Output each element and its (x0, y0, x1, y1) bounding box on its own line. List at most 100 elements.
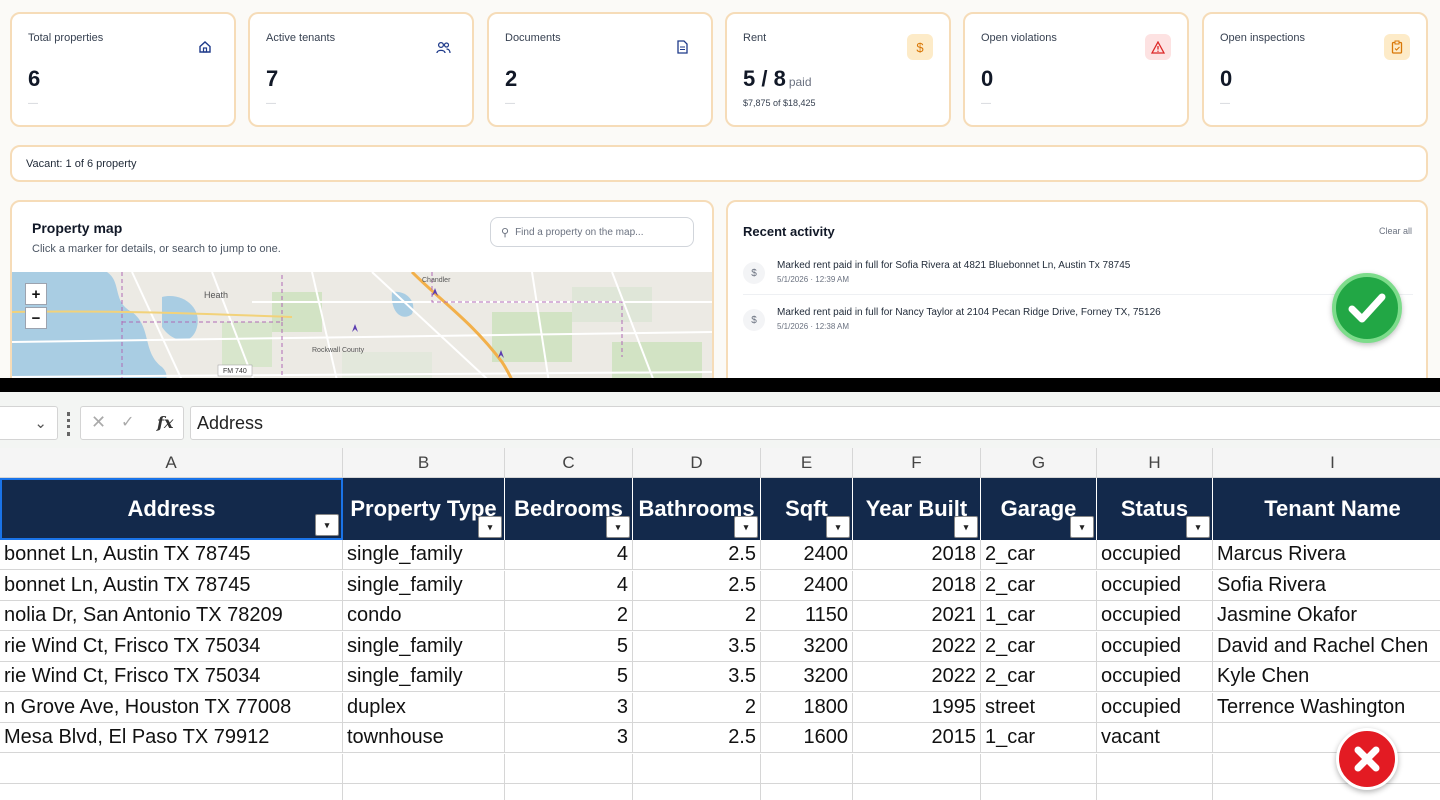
table-cell[interactable]: occupied (1097, 631, 1213, 662)
table-cell[interactable]: 3 (505, 723, 633, 753)
empty-cell[interactable] (1097, 784, 1213, 800)
column-header-i[interactable]: I (1213, 448, 1440, 478)
stat-card-documents[interactable]: Documents 2 — (487, 12, 713, 127)
table-cell[interactable]: Kyle Chen (1213, 662, 1440, 692)
empty-cell[interactable] (761, 784, 853, 800)
table-cell[interactable]: street (981, 692, 1097, 723)
table-cell[interactable]: 2015 (853, 723, 981, 753)
filter-dropdown-icon[interactable]: ▾ (954, 516, 978, 538)
header-cell[interactable]: Address ▾ (0, 478, 343, 540)
table-cell[interactable]: occupied (1097, 692, 1213, 723)
column-header-a[interactable]: A (0, 448, 343, 478)
table-cell[interactable]: 3200 (761, 662, 853, 692)
stat-card-open-inspections[interactable]: Open inspections 0 — (1202, 12, 1428, 127)
column-header-e[interactable]: E (761, 448, 853, 478)
filter-dropdown-icon[interactable]: ▾ (478, 516, 502, 538)
empty-cell[interactable] (343, 784, 505, 800)
table-cell[interactable]: 2_car (981, 570, 1097, 601)
empty-cell[interactable] (853, 753, 981, 784)
table-cell[interactable]: 1600 (761, 723, 853, 753)
empty-cell[interactable] (761, 753, 853, 784)
empty-cell[interactable] (1097, 753, 1213, 784)
table-cell[interactable]: occupied (1097, 570, 1213, 601)
table-cell[interactable]: David and Rachel Chen (1213, 632, 1440, 662)
table-cell[interactable]: 2400 (761, 540, 853, 570)
filter-dropdown-icon[interactable]: ▾ (826, 516, 850, 538)
table-cell[interactable]: single_family (343, 662, 505, 692)
empty-cell[interactable] (981, 753, 1097, 784)
column-header-b[interactable]: B (343, 448, 505, 478)
table-cell[interactable]: Jasmine Okafor (1213, 601, 1440, 631)
table-cell[interactable]: bonnet Ln, Austin TX 78745 (0, 570, 343, 601)
stat-card-open-violations[interactable]: Open violations 0 — (963, 12, 1189, 127)
table-cell[interactable]: 2018 (853, 570, 981, 601)
map-marker[interactable] (432, 288, 438, 296)
zoom-out-button[interactable]: − (25, 307, 47, 329)
header-cell[interactable]: Property Type ▾ (343, 478, 505, 540)
table-cell[interactable]: 1_car (981, 601, 1097, 631)
name-box-dropdown[interactable]: ⌄ (0, 406, 58, 440)
table-cell[interactable]: bonnet Ln, Austin TX 78745 (0, 540, 343, 570)
table-cell[interactable]: Marcus Rivera (1213, 540, 1440, 570)
table-cell[interactable]: 5 (505, 631, 633, 662)
resize-grip[interactable] (67, 412, 71, 436)
table-cell[interactable]: duplex (343, 692, 505, 723)
table-cell[interactable]: 3.5 (633, 662, 761, 692)
table-cell[interactable]: 4 (505, 540, 633, 570)
stat-card-rent[interactable]: Rent $ 5 / 8 paid $7,875 of $18,425 (725, 12, 951, 127)
map-marker[interactable] (498, 350, 504, 358)
function-icon[interactable]: fx (157, 413, 174, 432)
empty-cell[interactable] (1213, 784, 1440, 800)
column-header-g[interactable]: G (981, 448, 1097, 478)
table-cell[interactable]: rie Wind Ct, Frisco TX 75034 (0, 662, 343, 692)
table-cell[interactable]: 5 (505, 662, 633, 692)
table-cell[interactable]: 2 (633, 601, 761, 631)
header-cell[interactable]: Bedrooms ▾ (505, 478, 633, 540)
header-cell[interactable]: Status ▾ (1097, 478, 1213, 540)
header-cell[interactable]: Sqft ▾ (761, 478, 853, 540)
filter-dropdown-icon[interactable]: ▾ (734, 516, 758, 538)
table-cell[interactable]: 2_car (981, 540, 1097, 570)
table-cell[interactable]: 2018 (853, 540, 981, 570)
column-header-c[interactable]: C (505, 448, 633, 478)
table-cell[interactable]: 3200 (761, 631, 853, 662)
empty-cell[interactable] (633, 753, 761, 784)
column-header-h[interactable]: H (1097, 448, 1213, 478)
filter-dropdown-icon[interactable]: ▾ (315, 514, 339, 536)
table-cell[interactable]: 3.5 (633, 631, 761, 662)
table-cell[interactable]: single_family (343, 570, 505, 601)
table-cell[interactable]: 1150 (761, 601, 853, 631)
table-cell[interactable]: 2 (633, 692, 761, 723)
map-search-input[interactable]: ⚲ Find a property on the map... (490, 217, 694, 247)
table-cell[interactable]: rie Wind Ct, Frisco TX 75034 (0, 631, 343, 662)
column-header-d[interactable]: D (633, 448, 761, 478)
empty-cell[interactable] (0, 784, 343, 800)
table-cell[interactable]: 2.5 (633, 570, 761, 601)
table-cell[interactable]: 2 (505, 601, 633, 631)
clear-all-button[interactable]: Clear all (1378, 226, 1412, 236)
empty-cell[interactable] (633, 784, 761, 800)
formula-input[interactable]: Address (190, 406, 1440, 440)
empty-cell[interactable] (505, 784, 633, 800)
table-cell[interactable]: 2.5 (633, 540, 761, 570)
table-cell[interactable]: 1800 (761, 692, 853, 723)
table-cell[interactable]: 2_car (981, 662, 1097, 692)
table-cell[interactable]: 1995 (853, 692, 981, 723)
table-cell[interactable]: nolia Dr, San Antonio TX 78209 (0, 601, 343, 631)
table-cell[interactable]: single_family (343, 631, 505, 662)
table-cell[interactable]: Sofia Rivera (1213, 571, 1440, 601)
empty-cell[interactable] (853, 784, 981, 800)
empty-cell[interactable] (0, 753, 343, 784)
empty-cell[interactable] (343, 753, 505, 784)
table-cell[interactable]: 3 (505, 692, 633, 723)
activity-item[interactable]: $ Marked rent paid in full for Nancy Tay… (743, 301, 1413, 345)
table-cell[interactable]: 2.5 (633, 723, 761, 753)
property-map[interactable]: Heath Rockwall County Chandler FM 740 + … (12, 270, 712, 378)
filter-dropdown-icon[interactable]: ▾ (606, 516, 630, 538)
confirm-icon[interactable]: ✓ (121, 414, 135, 431)
table-cell[interactable]: condo (343, 601, 505, 631)
table-cell[interactable]: occupied (1097, 662, 1213, 692)
stat-card-total-properties[interactable]: Total properties 6 — (10, 12, 236, 127)
table-cell[interactable]: single_family (343, 540, 505, 570)
filter-dropdown-icon[interactable]: ▾ (1186, 516, 1210, 538)
